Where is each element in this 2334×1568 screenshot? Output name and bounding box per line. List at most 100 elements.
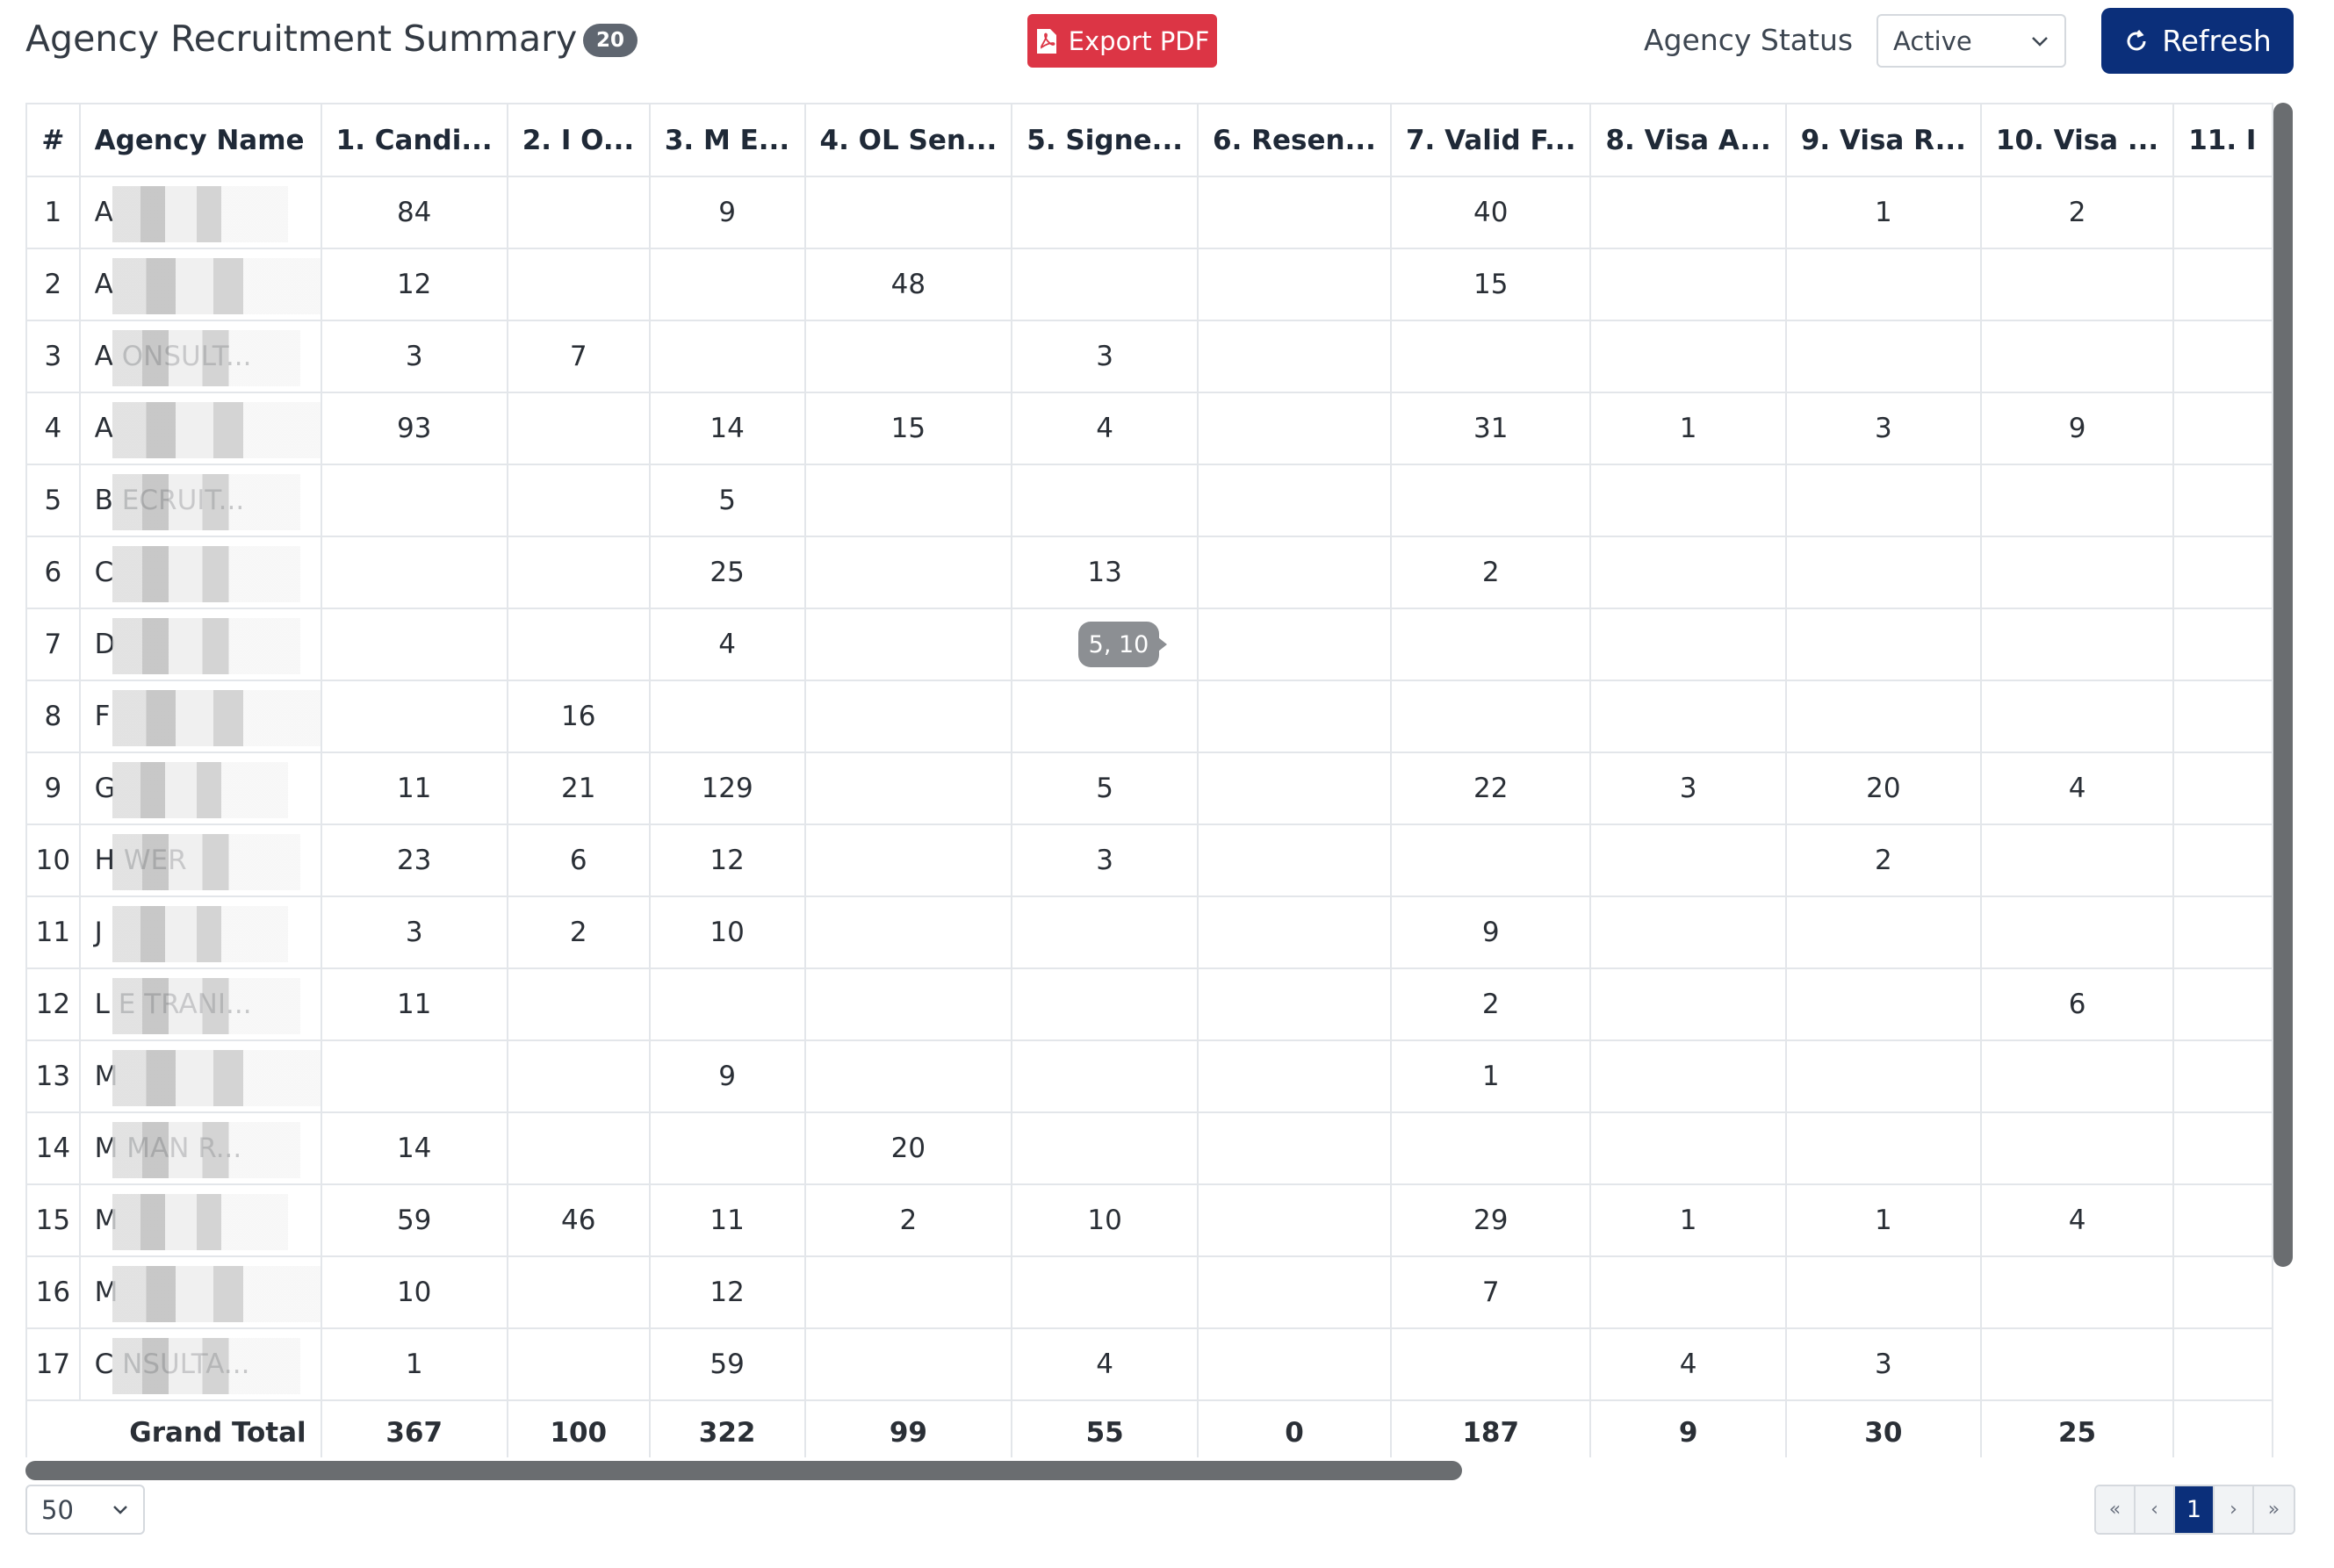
row-index: 1 — [27, 176, 81, 249]
value-cell: 2 — [507, 896, 651, 969]
value-cell — [1012, 1040, 1199, 1113]
agency-name-cell: L E TRANI... — [79, 968, 322, 1041]
value-cell — [507, 464, 651, 537]
value-cell: 3 — [1590, 752, 1787, 825]
column-header-index[interactable]: # — [27, 104, 81, 177]
value-cell — [1590, 968, 1787, 1041]
table-row[interactable]: 1 A 84 9 40 1 2 — [27, 176, 2273, 249]
row-index: 11 — [27, 896, 81, 969]
value-cell — [1980, 536, 2175, 609]
value-cell: 11 — [321, 968, 508, 1041]
first-page-button[interactable]: « — [2096, 1486, 2136, 1533]
table-row[interactable]: 6 C 25 13 2 — [27, 536, 2273, 609]
column-header-agency-name[interactable]: Agency Name — [79, 104, 322, 177]
value-cell: 3 — [1012, 320, 1199, 393]
table-row[interactable]: 16 M 10 12 7 — [27, 1256, 2273, 1329]
value-cell: 21 — [507, 752, 651, 825]
table-row[interactable]: 7D43 — [27, 608, 2273, 681]
value-cell — [1390, 680, 1592, 753]
agency-name-cell: M — [79, 1040, 322, 1113]
table-row[interactable]: 9 G 11 21 129 5 22 3 20 4 — [27, 752, 2273, 825]
last-page-button[interactable]: » — [2254, 1486, 2294, 1533]
value-cell — [804, 824, 1013, 897]
value-cell — [1390, 608, 1592, 681]
value-cell — [1980, 248, 2175, 321]
column-header-7[interactable]: 6. Resen... — [1198, 104, 1392, 177]
value-cell — [1590, 680, 1787, 753]
row-index: 4 — [27, 392, 81, 465]
next-page-button[interactable]: › — [2215, 1486, 2254, 1533]
value-cell: 2 — [1980, 176, 2175, 249]
value-cell — [649, 968, 806, 1041]
column-header-4[interactable]: 3. M E... — [649, 104, 806, 177]
column-header-8[interactable]: 7. Valid F... — [1390, 104, 1592, 177]
value-cell — [804, 968, 1013, 1041]
export-pdf-button[interactable]: Export PDF — [1027, 14, 1217, 68]
value-cell: 22 — [1390, 752, 1592, 825]
value-cell — [1198, 824, 1392, 897]
page-size-value: 50 — [41, 1494, 74, 1525]
vertical-scrollbar[interactable] — [2273, 103, 2293, 1267]
table-row[interactable]: 10H WER23612 3 2 — [27, 824, 2273, 897]
table-row[interactable]: 14M MAN R...14 20 — [27, 1112, 2273, 1185]
table-row[interactable]: 11 J 3 2 10 9 — [27, 896, 2273, 969]
redaction-blur — [112, 618, 300, 674]
row-index: 10 — [27, 824, 81, 897]
page-size-select[interactable]: 50 — [25, 1485, 145, 1535]
value-cell: 3 — [321, 320, 508, 393]
value-cell: 1 — [321, 1328, 508, 1401]
value-cell: 2 — [1785, 824, 1982, 897]
value-cell — [1198, 248, 1392, 321]
value-cell — [1785, 1256, 1982, 1329]
table-row[interactable]: 3A ONSULT...373 — [27, 320, 2273, 393]
agency-name: F — [94, 701, 111, 732]
prev-page-button[interactable]: ‹ — [2136, 1486, 2175, 1533]
value-cell — [804, 1256, 1013, 1329]
column-header-12[interactable]: 11. I — [2173, 104, 2273, 177]
value-cell — [649, 320, 806, 393]
value-cell — [804, 896, 1013, 969]
table-row[interactable]: 2 A 12 48 15 — [27, 248, 2273, 321]
value-cell — [1198, 968, 1392, 1041]
horizontal-scrollbar[interactable] — [25, 1461, 1462, 1480]
value-cell — [1590, 320, 1787, 393]
table-row[interactable]: 8 F 16 — [27, 680, 2273, 753]
agency-status-select[interactable]: Active — [1877, 14, 2066, 68]
column-header-10[interactable]: 9. Visa R... — [1785, 104, 1982, 177]
value-cell: 14 — [321, 1112, 508, 1185]
agency-name-cell: B ECRUIT... — [79, 464, 322, 537]
value-cell: 4 — [1590, 1328, 1787, 1401]
value-cell — [1590, 536, 1787, 609]
value-cell: 3 — [1785, 1328, 1982, 1401]
table-row[interactable]: 4 A 93 14 15 4 31 1 3 9 — [27, 392, 2273, 465]
column-header-6[interactable]: 5. Signe... — [1012, 104, 1199, 177]
refresh-button[interactable]: Refresh — [2101, 8, 2294, 74]
value-cell — [804, 680, 1013, 753]
value-cell — [804, 752, 1013, 825]
value-cell — [321, 536, 508, 609]
table-row[interactable]: 12L E TRANI...11 2 6 — [27, 968, 2273, 1041]
row-index: 2 — [27, 248, 81, 321]
column-header-2[interactable]: 1. Candi... — [321, 104, 508, 177]
value-cell — [1198, 1112, 1392, 1185]
table-row[interactable]: 13 M 9 1 — [27, 1040, 2273, 1113]
column-header-11[interactable]: 10. Visa ... — [1980, 104, 2175, 177]
table-row[interactable]: 15 M 59 46 11 2 10 29 1 1 4 — [27, 1184, 2273, 1257]
value-cell — [1390, 464, 1592, 537]
export-pdf-label: Export PDF — [1068, 25, 1210, 56]
value-cell — [1390, 1328, 1592, 1401]
value-cell: 3 — [321, 896, 508, 969]
row-index: 13 — [27, 1040, 81, 1113]
redaction-blur — [112, 1266, 320, 1322]
page-1-button[interactable]: 1 — [2175, 1486, 2215, 1533]
column-header-3[interactable]: 2. I O... — [507, 104, 651, 177]
table-row[interactable]: 5B ECRUIT...5 — [27, 464, 2273, 537]
value-cell: 29 — [1390, 1184, 1592, 1257]
total-cell: 0 — [1198, 1400, 1392, 1457]
summary-table: # Agency Name 1. Candi... 2. I O... 3. M E..… — [27, 104, 2273, 1457]
column-header-9[interactable]: 8. Visa A... — [1590, 104, 1787, 177]
total-cell — [2173, 1400, 2273, 1457]
column-header-5[interactable]: 4. OL Sen... — [804, 104, 1013, 177]
total-cell: 187 — [1390, 1400, 1592, 1457]
